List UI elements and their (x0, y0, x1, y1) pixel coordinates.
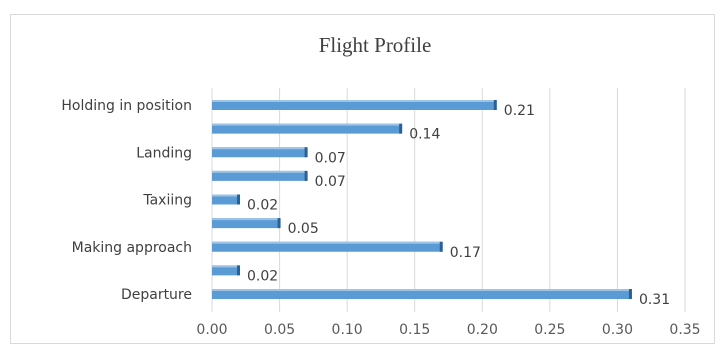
bar-end (237, 265, 241, 276)
bar (212, 241, 442, 252)
data-label: 0.17 (450, 245, 481, 261)
bar-highlight (212, 170, 307, 173)
category-labels: Holding in position Landing Taxiing Making … (61, 98, 192, 303)
bar-highlight (212, 100, 496, 102)
x-tick-label: 0.05 (264, 322, 295, 338)
x-tick-label: 0.30 (602, 322, 633, 338)
gridlines (211, 88, 686, 312)
x-tick-label: 0.15 (399, 322, 430, 338)
bar (212, 194, 240, 205)
bar-highlight (212, 289, 631, 291)
data-label: 0.02 (247, 268, 278, 284)
x-tick-label: 0.35 (669, 322, 700, 338)
bar-highlight (212, 218, 280, 221)
bar (212, 170, 307, 181)
x-tick-label: 0.00 (196, 322, 227, 338)
bar-end (237, 194, 241, 205)
category-label: Landing (136, 145, 192, 161)
data-label: 0.07 (315, 150, 346, 166)
data-label: 0.21 (504, 103, 535, 119)
data-label: 0.31 (639, 292, 670, 308)
x-tick-label: 0.10 (332, 322, 363, 338)
data-label: 0.07 (315, 174, 346, 190)
bar-end (304, 170, 308, 181)
chart-title: Flight Profile (319, 33, 432, 57)
bar-end (399, 123, 403, 134)
bar-highlight (212, 123, 402, 126)
bar-end (277, 218, 281, 229)
bars (212, 100, 632, 299)
bar (212, 265, 240, 276)
x-tick-label: 0.25 (534, 322, 565, 338)
bar-highlight (212, 265, 240, 268)
bar (212, 100, 496, 110)
x-axis-ticks: 0.00 0.05 0.10 0.15 0.20 0.25 0.30 0.35 (196, 322, 700, 338)
bar-end (628, 289, 632, 299)
category-label: Making approach (72, 240, 192, 256)
data-labels: 0.21 0.14 0.07 0.07 0.02 0.05 0.17 0.02 0.31 (247, 103, 670, 308)
bar (212, 289, 631, 299)
data-label: 0.05 (288, 221, 319, 237)
bar (212, 218, 280, 229)
bar-end (304, 147, 308, 158)
bar (212, 123, 402, 134)
x-tick-label: 0.20 (467, 322, 498, 338)
bar-end (439, 241, 443, 252)
bar-highlight (212, 147, 307, 150)
category-label: Holding in position (61, 98, 192, 114)
category-label: Departure (121, 287, 192, 303)
bar (212, 147, 307, 158)
bar-highlight (212, 241, 442, 244)
category-label: Taxiing (142, 193, 192, 209)
data-label: 0.02 (247, 198, 278, 214)
bar-end (493, 100, 497, 110)
bar-highlight (212, 194, 240, 197)
data-label: 0.14 (409, 127, 440, 143)
